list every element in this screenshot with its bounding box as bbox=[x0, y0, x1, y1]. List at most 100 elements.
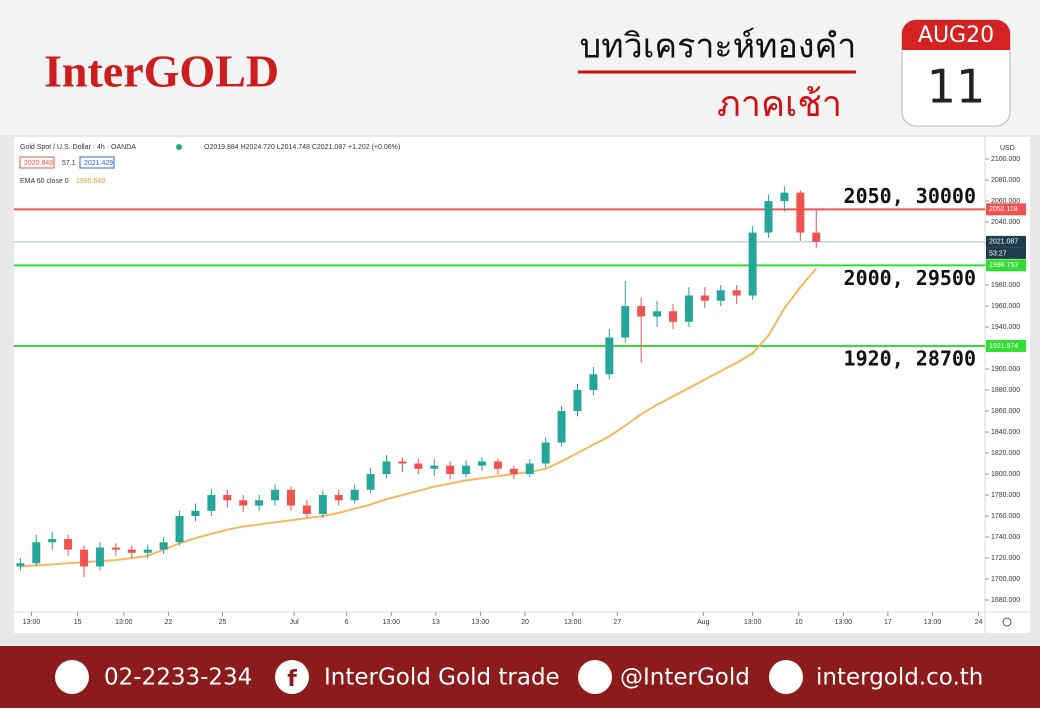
candle-body bbox=[621, 306, 630, 338]
x-tick-label: 15 bbox=[74, 619, 82, 626]
candle-body bbox=[366, 474, 375, 490]
y-tick-label: 2100.000 bbox=[991, 156, 1020, 163]
y-tick-label: 1900.000 bbox=[991, 366, 1020, 373]
status-dot bbox=[176, 144, 182, 150]
x-tick-label: 27 bbox=[613, 619, 621, 626]
x-tick-label: 13 bbox=[432, 619, 440, 626]
candle-body bbox=[414, 463, 423, 469]
candle-body bbox=[812, 232, 821, 242]
candle-body bbox=[446, 465, 455, 475]
candle-body bbox=[653, 311, 662, 317]
candle-body bbox=[398, 461, 407, 464]
y-tick-label: 1760.000 bbox=[991, 513, 1020, 520]
web: intergold.co.th bbox=[816, 665, 983, 691]
line: @InterGold bbox=[620, 665, 750, 691]
ask-box bbox=[79, 156, 115, 169]
calendar-month: AUG20 bbox=[918, 23, 994, 48]
candle-body bbox=[780, 192, 789, 202]
header-bg bbox=[0, 0, 1040, 135]
chart-title: Gold Spot / U.S. Dollar · 4h · OANDA bbox=[20, 144, 136, 151]
x-tick-label: 10 bbox=[795, 619, 803, 626]
candle-body bbox=[271, 489, 280, 501]
candle-body bbox=[509, 468, 518, 475]
candle-body bbox=[493, 461, 502, 469]
candle-body bbox=[462, 465, 471, 475]
candle-body bbox=[318, 495, 327, 514]
countdown-box bbox=[986, 247, 1026, 259]
y-tick-label: 1940.000 bbox=[991, 324, 1020, 331]
candle-body bbox=[302, 505, 311, 514]
countdown: 53:27 bbox=[989, 251, 1007, 258]
candle-body bbox=[669, 311, 678, 322]
facebook-glyph: f bbox=[287, 667, 297, 692]
y-tick-label: 1840.000 bbox=[991, 429, 1020, 436]
x-tick-label: 13:00 bbox=[564, 619, 582, 626]
candle-body bbox=[175, 516, 184, 543]
x-tick-label: 24 bbox=[975, 619, 983, 626]
candle-body bbox=[239, 500, 248, 506]
candle-body bbox=[255, 500, 264, 506]
x-tick-label: 13:00 bbox=[472, 619, 490, 626]
x-tick-label: 22 bbox=[165, 619, 173, 626]
candle-body bbox=[748, 232, 757, 296]
candle-body bbox=[32, 542, 41, 564]
candle-body bbox=[557, 411, 566, 443]
candle-body bbox=[637, 306, 646, 317]
level-label-box bbox=[986, 339, 1026, 352]
x-tick-label: 6 bbox=[345, 619, 349, 626]
y-tick-label: 2040.000 bbox=[991, 219, 1020, 226]
footer-bg bbox=[0, 646, 1040, 708]
candle-body bbox=[684, 295, 693, 322]
candle-body bbox=[477, 461, 486, 466]
brand: InterGOLD bbox=[44, 46, 279, 97]
y-tick-label: 1720.000 bbox=[991, 555, 1020, 562]
candle-body bbox=[80, 549, 89, 567]
price-label: 2021.087 bbox=[989, 239, 1018, 246]
candle-body bbox=[796, 192, 805, 233]
candle-body bbox=[159, 542, 168, 550]
spread: 57.1 bbox=[62, 160, 76, 167]
y-tick-label: 1700.000 bbox=[991, 576, 1020, 583]
x-tick-label: 13:00 bbox=[924, 619, 942, 626]
candle-body bbox=[350, 489, 359, 501]
x-tick-label: 25 bbox=[219, 619, 227, 626]
x-tick-label: Aug bbox=[697, 619, 710, 626]
calendar-day: 11 bbox=[927, 60, 986, 114]
x-tick-label: 13:00 bbox=[23, 619, 41, 626]
candle-body bbox=[16, 563, 25, 567]
candle-body bbox=[286, 489, 295, 506]
x-tick-label: 13:00 bbox=[115, 619, 133, 626]
x-tick-label: 13:00 bbox=[382, 619, 400, 626]
y-tick-label: 1980.000 bbox=[991, 282, 1020, 289]
calendar-top bbox=[902, 20, 1010, 50]
y-tick-label: 1880.000 bbox=[991, 387, 1020, 394]
y-tick-label: 1780.000 bbox=[991, 492, 1020, 499]
candle-body bbox=[143, 549, 152, 553]
currency: USD bbox=[1000, 145, 1015, 152]
candle-body bbox=[764, 201, 773, 233]
ohlc: O2019.884 H2024.720 L2014.748 C2021.087 … bbox=[204, 144, 400, 151]
web-icon bbox=[769, 660, 803, 694]
bid-box bbox=[19, 156, 55, 169]
settings-icon[interactable] bbox=[1002, 617, 1012, 627]
x-tick-label: 13:00 bbox=[744, 619, 762, 626]
y-tick-label: 1820.000 bbox=[991, 450, 1020, 457]
y-tick-label: 1960.000 bbox=[991, 303, 1020, 310]
level-label-box bbox=[986, 259, 1026, 272]
level-label: 1921.974 bbox=[989, 343, 1018, 350]
phone: 02-2233-234 bbox=[104, 665, 252, 691]
bid: 2020.849 bbox=[24, 160, 53, 167]
level-annotation: 2050, 30000 bbox=[844, 184, 976, 208]
candle-body bbox=[223, 495, 232, 501]
x-tick-label: 20 bbox=[521, 619, 529, 626]
candle-body bbox=[334, 495, 343, 501]
candle-body bbox=[191, 510, 200, 517]
phone-icon bbox=[55, 660, 89, 694]
candle-body bbox=[716, 290, 725, 301]
indicator: EMA 60 close 0 bbox=[20, 178, 69, 185]
facebook-icon bbox=[275, 660, 309, 694]
y-tick-label: 1740.000 bbox=[991, 534, 1020, 541]
candle-body bbox=[573, 390, 582, 412]
y-tick-label: 2060.000 bbox=[991, 198, 1020, 205]
x-tick-label: Jul bbox=[290, 619, 299, 626]
